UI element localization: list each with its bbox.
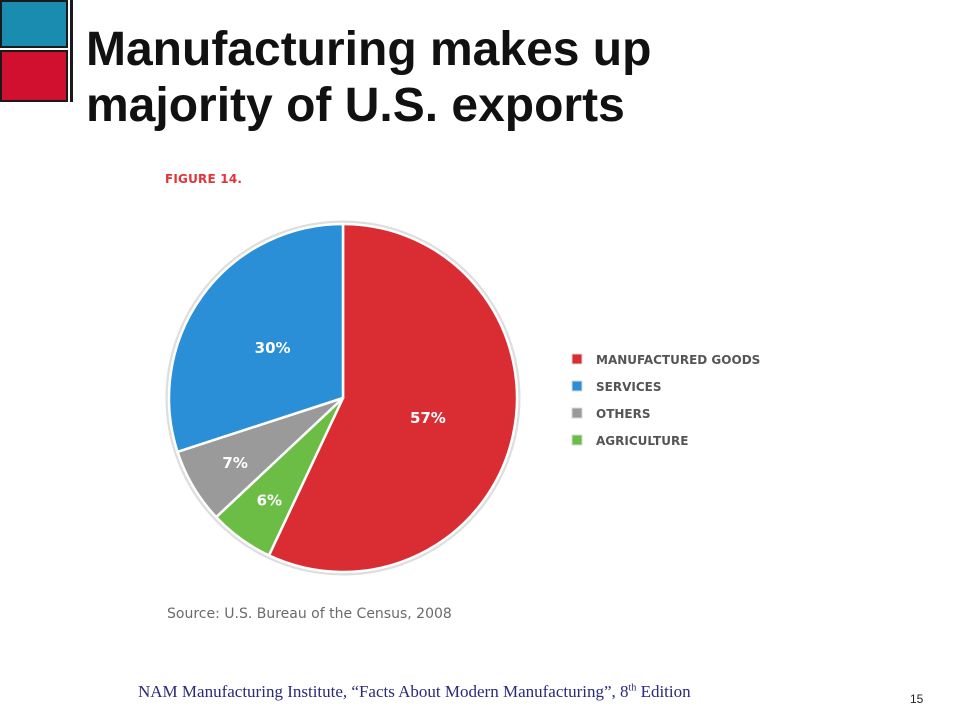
legend-swatch-services [571,380,583,392]
pie-value-label-others: 7% [222,454,247,472]
figure-label: FIGURE 14. [165,172,243,186]
pie-value-label-services: 30% [255,339,291,357]
title-line-1: Manufacturing makes up [86,23,652,76]
citation-edition: Edition [636,682,691,701]
pie-slice-services [167,222,345,454]
pie-value-label-manufactured-goods: 57% [410,409,446,427]
legend-swatch-agriculture [571,434,583,446]
citation-superscript: th [628,682,637,694]
chart-source: Source: U.S. Bureau of the Census, 2008 [167,606,452,622]
legend-swatch-manufactured-goods [571,353,583,365]
title-line-2: majority of U.S. exports [86,79,625,132]
legend-label-agriculture: AGRICULTURE [596,434,688,448]
slide-number: 15 [910,692,924,706]
slide-title: Manufacturing makes up majority of U.S. … [86,22,906,134]
pie-slice-manufactured-goods [267,222,519,574]
citation: NAM Manufacturing Institute, “Facts Abou… [138,682,691,702]
decorative-blue-square [0,0,68,48]
legend-label-manufactured-goods: MANUFACTURED GOODS [596,353,760,367]
citation-text: NAM Manufacturing Institute, “Facts Abou… [138,682,629,701]
legend-label-others: OTHERS [596,407,651,421]
decorative-red-square [0,50,68,102]
legend-swatch-others [571,407,583,419]
pie-value-label-agriculture: 6% [257,491,282,509]
legend-label-services: SERVICES [596,380,661,394]
decorative-vertical-line [70,0,73,102]
